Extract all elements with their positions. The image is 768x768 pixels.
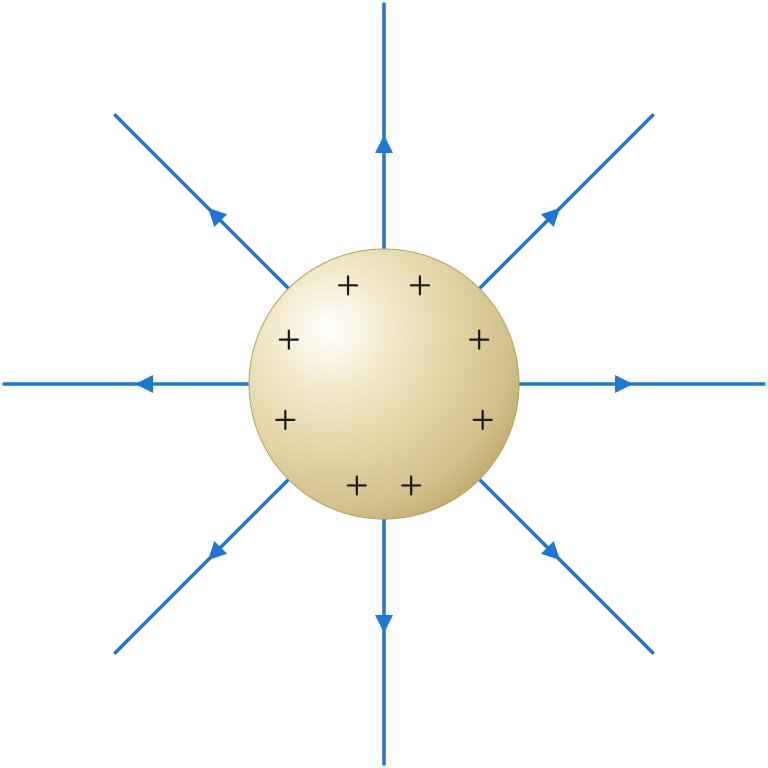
field-line [479,479,652,652]
field-arrowhead [375,135,393,153]
charged-sphere [249,249,519,519]
field-arrowhead [135,375,153,393]
field-line [115,115,288,288]
field-line [115,479,288,652]
electric-field-diagram [0,0,768,768]
field-arrowhead [615,375,633,393]
field-line [479,115,652,288]
field-arrowhead [375,615,393,633]
